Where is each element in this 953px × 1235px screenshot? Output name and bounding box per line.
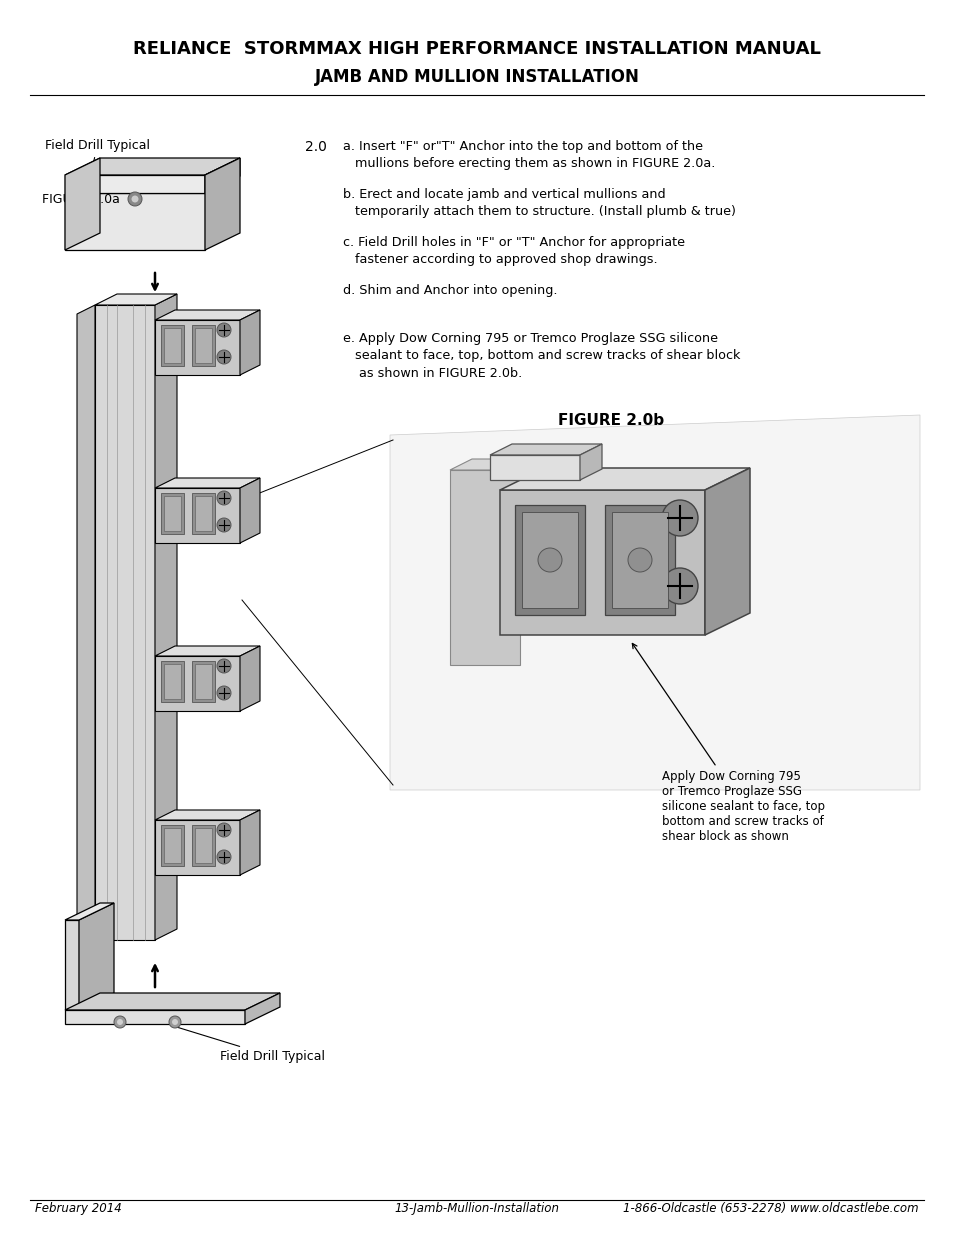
Circle shape xyxy=(216,350,231,364)
Polygon shape xyxy=(240,310,260,375)
Polygon shape xyxy=(450,459,541,471)
Circle shape xyxy=(172,1019,178,1025)
Polygon shape xyxy=(194,827,212,863)
Text: 1-866-Oldcastle (653-2278) www.oldcastlebe.com: 1-866-Oldcastle (653-2278) www.oldcastle… xyxy=(622,1202,918,1215)
Polygon shape xyxy=(79,903,113,1010)
Circle shape xyxy=(661,500,698,536)
Polygon shape xyxy=(154,294,177,940)
Text: FIGURE 2.0b: FIGURE 2.0b xyxy=(558,412,663,429)
Text: c. Field Drill holes in "F" or "T" Anchor for appropriate
   fastener according : c. Field Drill holes in "F" or "T" Ancho… xyxy=(343,236,684,267)
Polygon shape xyxy=(65,993,280,1010)
Polygon shape xyxy=(161,661,184,701)
Circle shape xyxy=(216,324,231,337)
Polygon shape xyxy=(604,505,675,615)
Polygon shape xyxy=(154,820,240,876)
Polygon shape xyxy=(65,175,205,193)
Polygon shape xyxy=(192,661,214,701)
Circle shape xyxy=(128,191,142,206)
Polygon shape xyxy=(95,294,177,305)
Polygon shape xyxy=(154,320,240,375)
Polygon shape xyxy=(240,810,260,876)
Circle shape xyxy=(627,548,651,572)
Text: Apply Dow Corning 795
or Tremco Proglaze SSG
silicone sealant to face, top
botto: Apply Dow Corning 795 or Tremco Proglaze… xyxy=(632,643,824,844)
Polygon shape xyxy=(164,496,181,531)
Polygon shape xyxy=(154,646,260,656)
Circle shape xyxy=(537,548,561,572)
Text: b. Erect and locate jamb and vertical mullions and
   temporarily attach them to: b. Erect and locate jamb and vertical mu… xyxy=(343,188,735,219)
Polygon shape xyxy=(515,505,584,615)
Circle shape xyxy=(216,659,231,673)
Polygon shape xyxy=(164,329,181,363)
Polygon shape xyxy=(612,513,667,608)
Polygon shape xyxy=(579,445,601,480)
Polygon shape xyxy=(194,329,212,363)
Circle shape xyxy=(216,850,231,864)
Polygon shape xyxy=(154,810,260,820)
Polygon shape xyxy=(161,325,184,366)
Circle shape xyxy=(169,1016,181,1028)
Polygon shape xyxy=(77,305,95,948)
Polygon shape xyxy=(192,325,214,366)
Polygon shape xyxy=(521,513,578,608)
Polygon shape xyxy=(161,493,184,534)
Text: RELIANCE  STORMMAX HIGH PERFORMANCE INSTALLATION MANUAL: RELIANCE STORMMAX HIGH PERFORMANCE INSTA… xyxy=(132,40,821,58)
Polygon shape xyxy=(65,1010,245,1024)
Polygon shape xyxy=(65,193,205,249)
Polygon shape xyxy=(450,471,519,664)
Text: FIGURE 2.0a: FIGURE 2.0a xyxy=(42,193,120,206)
Text: JAMB AND MULLION INSTALLATION: JAMB AND MULLION INSTALLATION xyxy=(314,68,639,86)
Polygon shape xyxy=(205,158,240,249)
Polygon shape xyxy=(154,478,260,488)
Polygon shape xyxy=(194,664,212,699)
Polygon shape xyxy=(95,305,154,940)
Polygon shape xyxy=(161,825,184,866)
Polygon shape xyxy=(65,158,240,175)
Polygon shape xyxy=(65,158,100,249)
Polygon shape xyxy=(65,920,79,1010)
Polygon shape xyxy=(192,493,214,534)
Polygon shape xyxy=(240,478,260,543)
Circle shape xyxy=(661,568,698,604)
Circle shape xyxy=(132,195,138,203)
Polygon shape xyxy=(194,496,212,531)
Polygon shape xyxy=(490,445,601,454)
Circle shape xyxy=(216,492,231,505)
Text: February 2014: February 2014 xyxy=(35,1202,122,1215)
Text: Field Drill Typical: Field Drill Typical xyxy=(172,1026,325,1063)
Polygon shape xyxy=(240,646,260,711)
Text: d. Shim and Anchor into opening.: d. Shim and Anchor into opening. xyxy=(343,284,557,296)
Polygon shape xyxy=(154,310,260,320)
Polygon shape xyxy=(164,827,181,863)
Text: 13-Jamb-Mullion-Installation: 13-Jamb-Mullion-Installation xyxy=(395,1202,558,1215)
Circle shape xyxy=(216,685,231,700)
Text: e. Apply Dow Corning 795 or Tremco Proglaze SSG silicone
   sealant to face, top: e. Apply Dow Corning 795 or Tremco Progl… xyxy=(343,332,740,380)
Polygon shape xyxy=(205,158,240,193)
Text: Field Drill Typical: Field Drill Typical xyxy=(45,140,150,174)
Text: a. Insert "F" or"T" Anchor into the top and bottom of the
   mullions before ere: a. Insert "F" or"T" Anchor into the top … xyxy=(343,140,715,170)
Polygon shape xyxy=(490,454,579,480)
Polygon shape xyxy=(499,490,704,635)
Polygon shape xyxy=(154,656,240,711)
Polygon shape xyxy=(65,903,113,920)
Polygon shape xyxy=(704,468,749,635)
Circle shape xyxy=(216,517,231,532)
Polygon shape xyxy=(499,468,749,490)
Circle shape xyxy=(113,1016,126,1028)
Polygon shape xyxy=(390,415,919,790)
Polygon shape xyxy=(154,488,240,543)
Text: 2.0: 2.0 xyxy=(305,140,327,154)
Polygon shape xyxy=(192,825,214,866)
Polygon shape xyxy=(164,664,181,699)
Circle shape xyxy=(216,823,231,837)
Polygon shape xyxy=(245,993,280,1024)
Circle shape xyxy=(117,1019,123,1025)
